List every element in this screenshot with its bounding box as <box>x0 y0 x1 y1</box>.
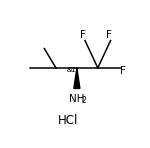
Text: F: F <box>106 30 112 40</box>
Text: &1: &1 <box>67 67 77 73</box>
Polygon shape <box>74 68 80 88</box>
Text: 2: 2 <box>82 96 86 105</box>
Text: F: F <box>120 66 126 76</box>
Text: NH: NH <box>69 94 85 104</box>
Text: F: F <box>80 30 86 40</box>
Text: HCl: HCl <box>57 114 78 127</box>
